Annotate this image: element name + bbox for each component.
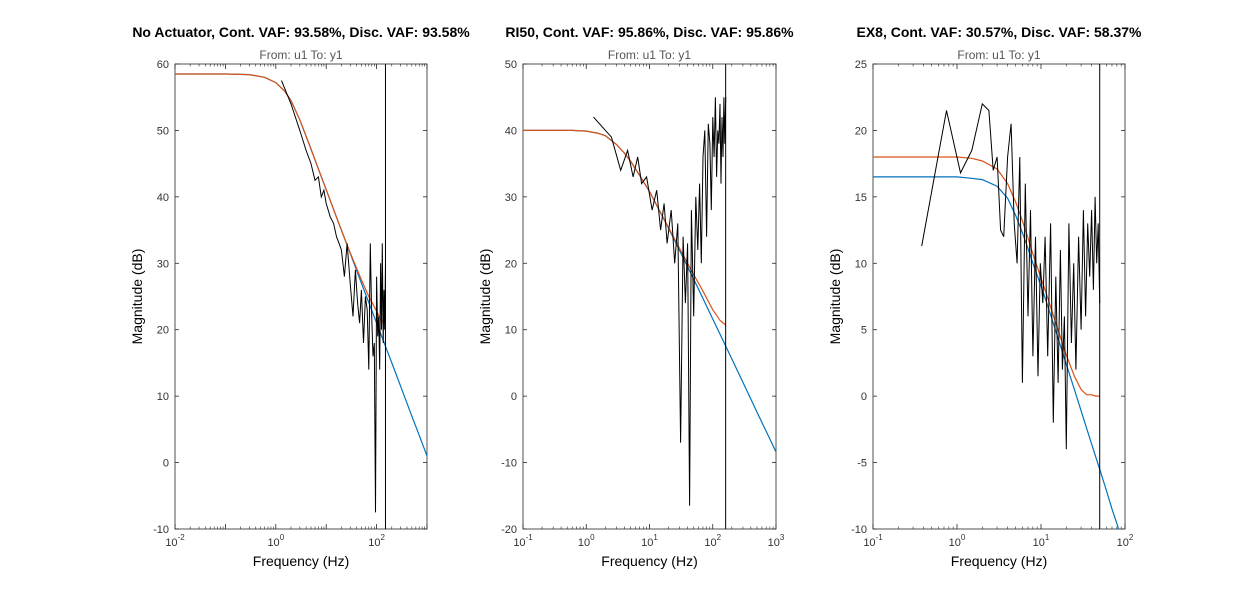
y-axis-label-3: Magnitude (dB) bbox=[827, 249, 843, 345]
x-tick-label: 100 bbox=[578, 533, 595, 549]
discrete-fit-line-3 bbox=[873, 156, 1100, 397]
x-tick-label: 102 bbox=[704, 533, 721, 549]
x-tick-label: 10-1 bbox=[863, 533, 883, 549]
y-tick-label: -10 bbox=[153, 524, 169, 536]
y-axis-label-1: Magnitude (dB) bbox=[129, 249, 145, 345]
y-tick-label: -5 bbox=[857, 458, 867, 470]
y-tick-label: 0 bbox=[511, 391, 517, 403]
y-tick-label: 60 bbox=[157, 59, 169, 71]
y-tick-label: 10 bbox=[855, 258, 867, 270]
subplot-subtitle-2: From: u1 To: y1 bbox=[608, 48, 691, 62]
y-axis-label-2: Magnitude (dB) bbox=[477, 249, 493, 345]
discrete-fit-line-1 bbox=[175, 73, 386, 325]
y-tick-label: 20 bbox=[855, 125, 867, 137]
y-tick-label: 10 bbox=[157, 391, 169, 403]
subplot-2: -20 -10 0 10 20 30 40 50 10-1 100 101 102 103 RI50, C… bbox=[477, 24, 794, 569]
x-axis-label-3: Frequency (Hz) bbox=[951, 553, 1047, 569]
subplot-title-3: EX8, Cont. VAF: 30.57%, Disc. VAF: 58.37… bbox=[856, 24, 1142, 40]
subplot-1: -10 0 10 20 30 40 50 60 10-2 100 102 No Actuator, C… bbox=[129, 24, 470, 569]
y-tick-label: 50 bbox=[157, 125, 169, 137]
y-tick-label: 0 bbox=[861, 391, 867, 403]
y-tick-label: -10 bbox=[501, 458, 517, 470]
x-axis-label-2: Frequency (Hz) bbox=[601, 553, 697, 569]
y-tick-label: -20 bbox=[501, 524, 517, 536]
y-tick-label: 40 bbox=[157, 192, 169, 204]
axes-box-2 bbox=[522, 63, 777, 530]
x-tick-label: 10-2 bbox=[165, 533, 185, 549]
subplot-3: -10 -5 0 5 10 15 20 25 10-1 100 101 102 EX8, Cont. V… bbox=[827, 24, 1142, 569]
y-tick-label: 30 bbox=[157, 258, 169, 270]
y-tick-label: 30 bbox=[505, 192, 517, 204]
x-tick-label: 100 bbox=[949, 533, 966, 549]
x-axis-label-1: Frequency (Hz) bbox=[253, 553, 349, 569]
y-tick-label: 10 bbox=[505, 325, 517, 337]
y-tick-label: 25 bbox=[855, 59, 867, 71]
measured-line-2 bbox=[593, 97, 727, 506]
x-tick-label: 10-1 bbox=[513, 533, 533, 549]
x-tick-label: 102 bbox=[1117, 533, 1134, 549]
x-tick-label: 101 bbox=[641, 533, 658, 549]
y-tick-label: 20 bbox=[505, 258, 517, 270]
y-tick-label: 20 bbox=[157, 325, 169, 337]
subplot-subtitle-1: From: u1 To: y1 bbox=[259, 48, 342, 62]
x-tick-label: 103 bbox=[768, 533, 785, 549]
x-tick-label: 102 bbox=[368, 533, 385, 549]
y-tick-label: 5 bbox=[861, 325, 867, 337]
y-tick-label: -10 bbox=[851, 524, 867, 536]
y-tick-label: 50 bbox=[505, 59, 517, 71]
x-tick-label: 101 bbox=[1033, 533, 1050, 549]
subplot-title-2: RI50, Cont. VAF: 95.86%, Disc. VAF: 95.8… bbox=[505, 24, 794, 40]
continuous-fit-line-3 bbox=[873, 176, 1120, 529]
discrete-fit-line-2 bbox=[523, 129, 727, 326]
subplot-title-1: No Actuator, Cont. VAF: 93.58%, Disc. VA… bbox=[132, 24, 470, 40]
y-tick-label: 0 bbox=[163, 458, 169, 470]
subplot-subtitle-3: From: u1 To: y1 bbox=[957, 48, 1040, 62]
measured-line-1 bbox=[281, 80, 386, 513]
measured-line-3 bbox=[921, 102, 1101, 450]
x-tick-label: 100 bbox=[267, 533, 284, 549]
y-tick-label: 15 bbox=[855, 192, 867, 204]
y-tick-label: 40 bbox=[505, 125, 517, 137]
axes-box-3 bbox=[872, 63, 1126, 530]
